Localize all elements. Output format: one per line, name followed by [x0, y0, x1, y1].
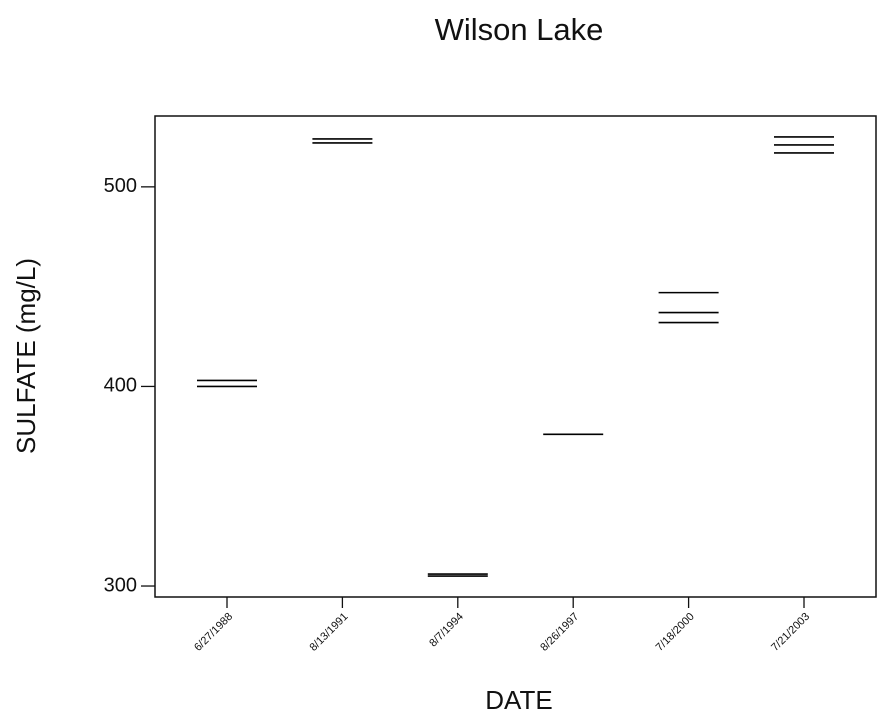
x-tick-label: 7/21/2003	[769, 611, 812, 654]
x-tick-label: 7/18/2000	[654, 611, 697, 654]
chart-title: Wilson Lake	[435, 12, 604, 47]
y-tick-label: 300	[104, 574, 137, 596]
y-tick-label: 400	[104, 375, 137, 397]
y-axis-label: SULFATE (mg/L)	[11, 258, 41, 454]
x-tick-label: 6/27/1988	[192, 611, 235, 654]
y-tick-label: 500	[104, 175, 137, 197]
x-axis-label: DATE	[485, 685, 552, 715]
x-tick-label: 8/26/1997	[538, 611, 581, 654]
plot-frame	[154, 115, 877, 598]
x-tick-label: 8/7/1994	[427, 611, 466, 650]
x-tick-label: 8/13/1991	[307, 611, 350, 654]
